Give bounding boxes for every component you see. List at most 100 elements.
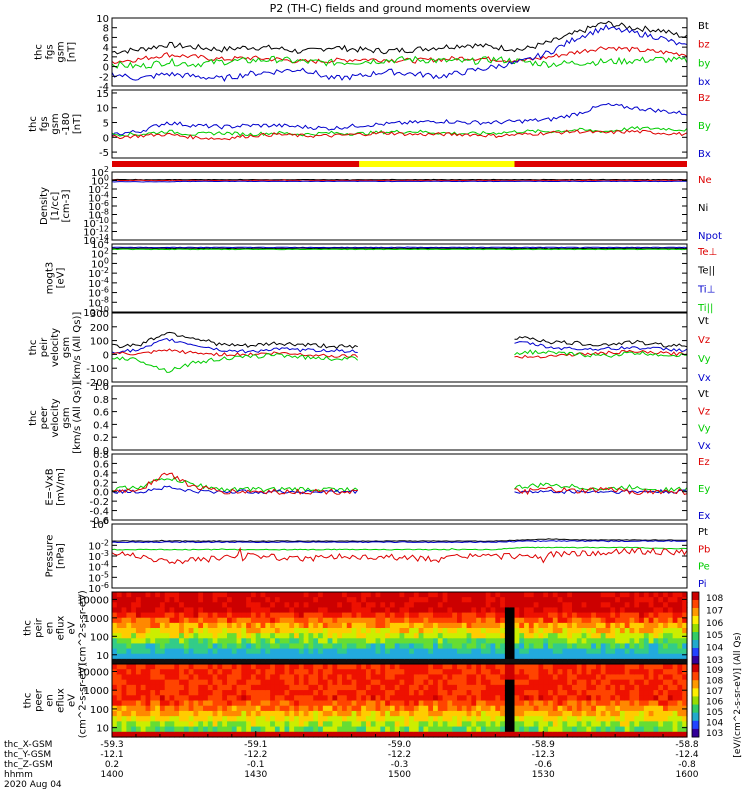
spectrogram-cell xyxy=(159,648,166,655)
spectrogram-cell xyxy=(409,705,415,712)
y-axis-label: [cm-3] xyxy=(61,189,72,222)
spectrogram-cell xyxy=(322,633,329,639)
spectrogram-cell xyxy=(667,700,674,707)
spectrogram-cell xyxy=(313,731,319,738)
spectrogram-cell xyxy=(236,607,242,614)
spectrogram-cell xyxy=(370,721,377,728)
spectrogram-cell xyxy=(461,721,468,728)
spectrogram-cell xyxy=(298,643,305,650)
spectrogram-cell xyxy=(174,597,180,603)
spectrogram-cell xyxy=(274,643,281,650)
spectrogram-cell xyxy=(212,648,219,655)
spectrogram-cell xyxy=(313,664,319,670)
spectrogram-cell xyxy=(490,653,496,660)
spectrogram-cell xyxy=(260,628,266,634)
spectrogram-cell xyxy=(619,705,626,712)
spectrogram-cell xyxy=(116,669,123,676)
spectrogram-cell xyxy=(447,700,453,707)
series-Bt xyxy=(111,20,688,55)
spectrogram-cell xyxy=(648,643,655,650)
spectrogram-cell xyxy=(629,731,635,738)
spectrogram-cell xyxy=(643,638,650,645)
spectrogram-cell xyxy=(567,592,573,598)
spectrogram-cell xyxy=(576,622,583,629)
spectrogram-cell xyxy=(495,669,501,676)
spectrogram-cell xyxy=(672,664,679,670)
spectrogram-cell xyxy=(543,674,549,681)
spectrogram-cell xyxy=(480,602,487,609)
colorbar-segment xyxy=(692,720,699,730)
legend-item: Vx xyxy=(698,441,711,452)
spectrogram-cell xyxy=(356,684,362,691)
spectrogram-cell xyxy=(524,612,530,619)
spectrogram-cell xyxy=(155,664,161,670)
spectrogram-cell xyxy=(150,638,156,645)
spectrogram-cell xyxy=(428,653,434,660)
spectrogram-cell xyxy=(217,705,223,712)
spectrogram-cell xyxy=(380,716,386,722)
spectrogram-cell xyxy=(212,607,219,614)
spectrogram-cell xyxy=(116,690,123,696)
spectrogram-cell xyxy=(514,658,520,665)
spectrogram-cell xyxy=(682,710,688,717)
spectrogram-cell xyxy=(365,679,372,686)
spectrogram-cell xyxy=(236,669,242,676)
spectrogram-cell xyxy=(231,684,238,691)
spectrogram-cell xyxy=(682,628,688,634)
spectrogram-cell xyxy=(634,690,640,696)
spectrogram-cell xyxy=(121,633,127,639)
spectrogram-cell xyxy=(658,628,664,634)
spectrogram-cell xyxy=(667,617,674,624)
spectrogram-cell xyxy=(179,592,185,598)
spectrogram-cell xyxy=(322,607,329,614)
spectrogram-cell xyxy=(183,690,190,696)
spectrogram-cell xyxy=(222,664,228,670)
spectrogram-cell xyxy=(375,638,381,645)
spectrogram-cell xyxy=(567,607,573,614)
spectrogram-cell xyxy=(605,684,611,691)
spectrogram-cell xyxy=(126,607,132,614)
spectrogram-cell xyxy=(476,643,482,650)
spectrogram-cell xyxy=(145,664,151,670)
spectrogram-cell xyxy=(265,721,271,728)
spectrogram-cell xyxy=(509,592,516,598)
spectrogram-cell xyxy=(308,653,314,660)
spectrogram-cell xyxy=(250,653,257,660)
spectrogram-cell xyxy=(413,643,420,650)
spectrogram-cell xyxy=(356,705,362,712)
spectrogram-cell xyxy=(404,679,410,686)
spectrogram-cell xyxy=(437,653,444,660)
spectrogram-cell xyxy=(442,669,449,676)
spectrogram-cell xyxy=(409,653,415,660)
spectrogram-cell xyxy=(418,638,425,645)
spectrogram-cell xyxy=(298,633,305,639)
spectrogram-cell xyxy=(231,648,238,655)
spectrogram-cell xyxy=(112,653,118,660)
legend-item: Vx xyxy=(698,373,711,384)
spectrogram-cell xyxy=(121,721,127,728)
spectrogram-cell xyxy=(452,628,458,634)
spectrogram-cell xyxy=(466,716,472,722)
spectrogram-cell xyxy=(298,638,305,645)
spectrogram-cell xyxy=(217,648,223,655)
spectrogram-cell xyxy=(653,592,659,598)
spectrogram-cell xyxy=(452,638,458,645)
spectrogram-cell xyxy=(351,607,357,614)
spectrogram-cell xyxy=(658,607,664,614)
spectrogram-cell xyxy=(380,617,386,624)
spectrogram-cell xyxy=(490,592,496,598)
spectrogram-cell xyxy=(169,684,175,691)
spectrogram-cell xyxy=(284,617,290,624)
spectrogram-cell xyxy=(672,592,679,598)
spectrogram-cell xyxy=(586,716,592,722)
spectrogram-cell xyxy=(610,628,616,634)
spectrogram-cell xyxy=(188,612,195,619)
spectrogram-cell xyxy=(217,612,223,619)
spectrogram-cell xyxy=(270,633,276,639)
spectrogram-cell xyxy=(361,658,367,665)
spectrogram-cell xyxy=(380,721,386,728)
spectrogram-cell xyxy=(433,684,439,691)
spectrogram-cell xyxy=(663,658,669,665)
spectrogram-cell xyxy=(552,710,559,717)
spectrogram-cell xyxy=(615,695,621,702)
